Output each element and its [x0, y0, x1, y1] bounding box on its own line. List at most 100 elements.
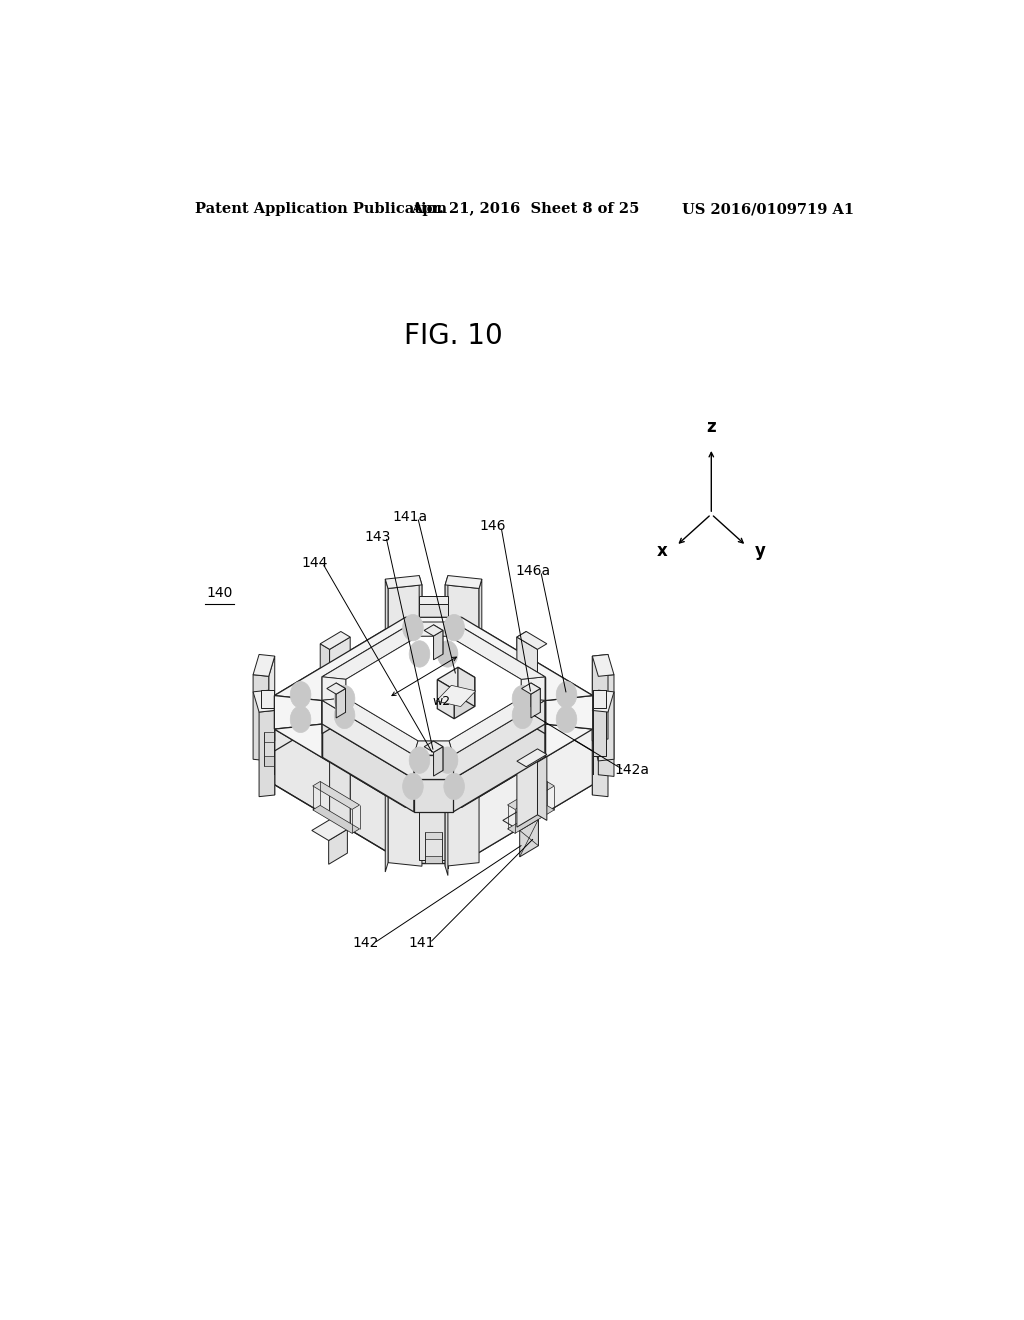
Polygon shape	[336, 689, 345, 718]
Polygon shape	[419, 597, 449, 605]
Polygon shape	[593, 756, 603, 766]
Polygon shape	[351, 718, 370, 756]
Circle shape	[290, 706, 311, 733]
Text: 140: 140	[206, 586, 232, 601]
Polygon shape	[414, 755, 454, 779]
Polygon shape	[253, 655, 274, 676]
Polygon shape	[592, 656, 598, 760]
Circle shape	[512, 685, 532, 711]
Text: 146: 146	[480, 519, 506, 533]
Text: 142: 142	[353, 936, 379, 950]
Polygon shape	[445, 576, 447, 669]
Circle shape	[556, 706, 577, 733]
Polygon shape	[321, 644, 330, 715]
Polygon shape	[593, 690, 606, 708]
Polygon shape	[274, 725, 414, 808]
Circle shape	[334, 685, 355, 711]
Polygon shape	[449, 622, 545, 680]
Circle shape	[402, 614, 423, 642]
Polygon shape	[521, 809, 539, 846]
Polygon shape	[508, 665, 554, 693]
Text: 142a: 142a	[614, 763, 649, 777]
Polygon shape	[445, 781, 447, 875]
Polygon shape	[406, 779, 462, 808]
Polygon shape	[274, 618, 406, 751]
Polygon shape	[353, 709, 370, 744]
Polygon shape	[592, 710, 608, 797]
Polygon shape	[341, 762, 350, 833]
Polygon shape	[330, 638, 350, 715]
Polygon shape	[268, 656, 274, 760]
Polygon shape	[517, 748, 538, 828]
Polygon shape	[336, 682, 345, 713]
Polygon shape	[419, 795, 449, 861]
Polygon shape	[454, 725, 593, 808]
Polygon shape	[508, 689, 554, 717]
Polygon shape	[323, 701, 414, 779]
Polygon shape	[253, 690, 274, 711]
Polygon shape	[433, 624, 443, 655]
Polygon shape	[433, 631, 443, 660]
Polygon shape	[520, 820, 539, 857]
Text: 143: 143	[365, 529, 391, 544]
Polygon shape	[454, 701, 545, 779]
Polygon shape	[538, 748, 547, 821]
Polygon shape	[414, 779, 454, 812]
Polygon shape	[592, 690, 598, 795]
Polygon shape	[425, 636, 442, 643]
Polygon shape	[261, 708, 274, 774]
Polygon shape	[517, 631, 526, 704]
Polygon shape	[268, 690, 274, 795]
Polygon shape	[537, 705, 555, 741]
Polygon shape	[323, 698, 418, 755]
Text: 141a: 141a	[392, 511, 427, 524]
Circle shape	[290, 681, 311, 708]
Polygon shape	[346, 636, 521, 741]
Polygon shape	[419, 605, 449, 671]
Polygon shape	[385, 579, 388, 673]
Circle shape	[437, 747, 458, 774]
Polygon shape	[385, 777, 388, 873]
Polygon shape	[414, 622, 454, 636]
Polygon shape	[321, 748, 350, 767]
Polygon shape	[445, 777, 479, 866]
Polygon shape	[433, 741, 443, 771]
Polygon shape	[311, 820, 347, 841]
Polygon shape	[414, 741, 454, 755]
Polygon shape	[508, 781, 554, 809]
Polygon shape	[385, 576, 422, 589]
Polygon shape	[517, 748, 547, 767]
Polygon shape	[312, 689, 359, 717]
Polygon shape	[545, 696, 593, 729]
Polygon shape	[323, 645, 414, 734]
Polygon shape	[385, 777, 422, 791]
Text: Patent Application Publication: Patent Application Publication	[196, 202, 447, 216]
Text: x: x	[656, 543, 668, 560]
Polygon shape	[321, 631, 350, 649]
Text: 144: 144	[301, 556, 328, 570]
Polygon shape	[323, 622, 414, 701]
Polygon shape	[312, 781, 359, 809]
Polygon shape	[539, 696, 555, 729]
Circle shape	[443, 614, 465, 642]
Polygon shape	[433, 747, 443, 776]
Polygon shape	[593, 733, 603, 742]
Polygon shape	[593, 690, 606, 756]
Polygon shape	[274, 696, 323, 729]
Polygon shape	[406, 618, 462, 673]
Circle shape	[410, 747, 430, 774]
Polygon shape	[388, 585, 422, 673]
Polygon shape	[330, 748, 350, 828]
Text: Apr. 21, 2016  Sheet 8 of 25: Apr. 21, 2016 Sheet 8 of 25	[411, 202, 639, 216]
Polygon shape	[406, 618, 462, 645]
Polygon shape	[530, 682, 541, 713]
Polygon shape	[437, 680, 454, 719]
Polygon shape	[520, 696, 555, 717]
Polygon shape	[517, 631, 547, 649]
Polygon shape	[406, 808, 462, 863]
Polygon shape	[454, 622, 545, 701]
Circle shape	[334, 702, 355, 729]
Polygon shape	[592, 690, 614, 711]
Polygon shape	[327, 682, 345, 694]
Polygon shape	[274, 618, 414, 701]
